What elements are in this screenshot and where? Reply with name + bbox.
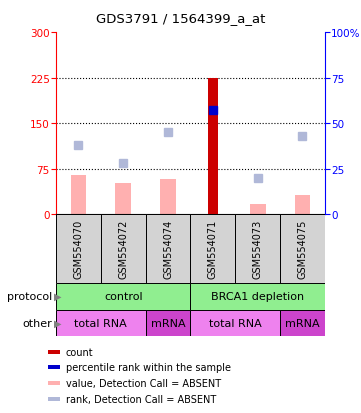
Text: value, Detection Call = ABSENT: value, Detection Call = ABSENT	[66, 378, 221, 389]
Bar	[235, 215, 280, 283]
Bar	[191, 215, 235, 283]
Bar	[48, 382, 60, 385]
Bar	[116, 183, 131, 215]
Text: GSM554072: GSM554072	[118, 219, 128, 278]
Text: mRNA: mRNA	[151, 318, 185, 328]
Text: GSM554074: GSM554074	[163, 219, 173, 278]
Bar	[145, 310, 191, 337]
Text: control: control	[104, 291, 143, 301]
Bar	[160, 180, 176, 215]
Text: ▶: ▶	[54, 318, 62, 328]
Text: GSM554075: GSM554075	[297, 219, 308, 278]
Text: protocol: protocol	[7, 291, 52, 301]
Bar	[208, 78, 218, 215]
Bar	[250, 204, 265, 215]
Bar	[56, 310, 145, 337]
Bar	[48, 366, 60, 370]
Bar	[56, 283, 191, 310]
Bar	[145, 215, 191, 283]
Bar	[191, 283, 325, 310]
Bar	[48, 350, 60, 354]
Bar	[101, 215, 145, 283]
Bar	[280, 310, 325, 337]
Text: rank, Detection Call = ABSENT: rank, Detection Call = ABSENT	[66, 394, 216, 404]
Bar	[280, 215, 325, 283]
Bar	[295, 195, 310, 215]
Text: other: other	[23, 318, 52, 328]
Bar	[56, 215, 101, 283]
Text: mRNA: mRNA	[285, 318, 320, 328]
Bar	[70, 176, 86, 215]
Text: GSM554070: GSM554070	[73, 219, 83, 278]
Text: BRCA1 depletion: BRCA1 depletion	[211, 291, 304, 301]
Bar	[191, 310, 280, 337]
Text: percentile rank within the sample: percentile rank within the sample	[66, 363, 231, 373]
Bar	[48, 397, 60, 401]
Text: GSM554073: GSM554073	[253, 219, 263, 278]
Text: total RNA: total RNA	[209, 318, 262, 328]
Text: GSM554071: GSM554071	[208, 219, 218, 278]
Text: total RNA: total RNA	[74, 318, 127, 328]
Text: count: count	[66, 347, 93, 357]
Text: GDS3791 / 1564399_a_at: GDS3791 / 1564399_a_at	[96, 12, 265, 25]
Text: ▶: ▶	[54, 291, 62, 301]
